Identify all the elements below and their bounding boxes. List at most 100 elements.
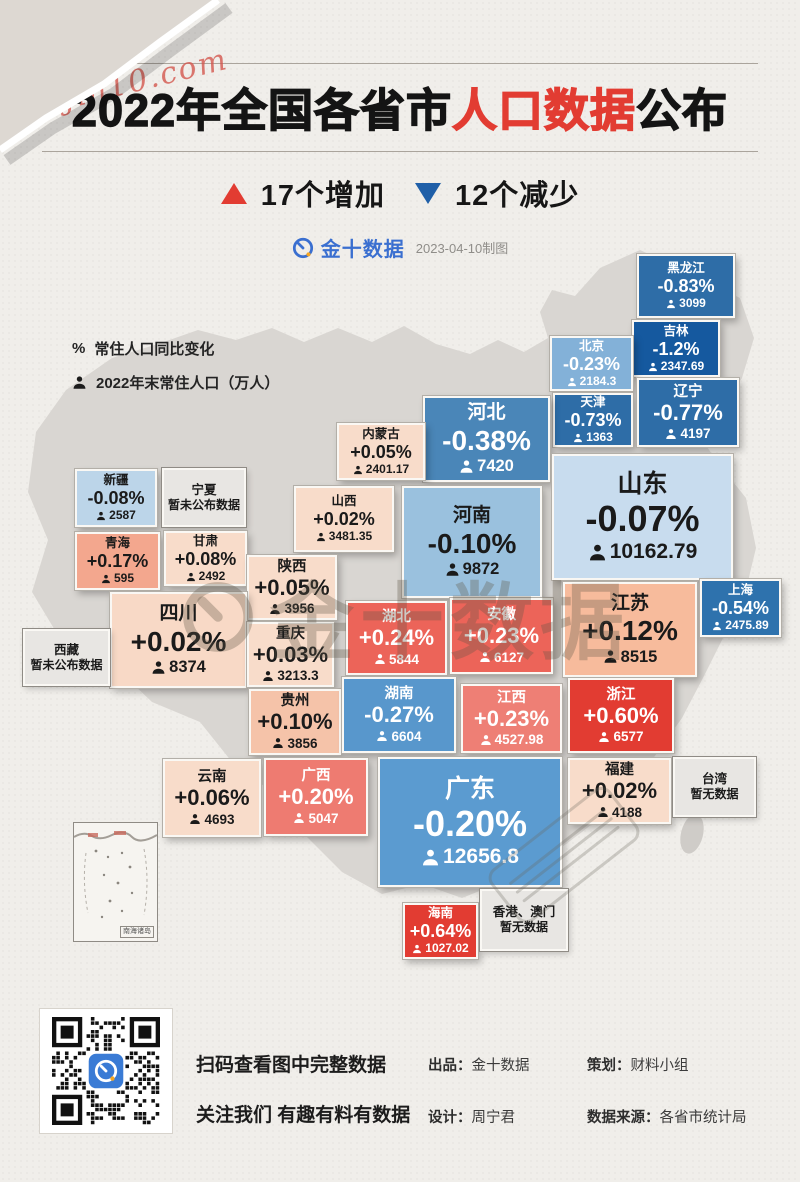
population-value: 12656.8 (443, 845, 519, 869)
province-name: 台湾 (701, 772, 727, 787)
province-box: 四川 +0.02% 8374 (110, 592, 247, 688)
province-name: 甘肃 (192, 533, 218, 548)
population-value: 5047 (308, 810, 339, 826)
province-population: 1363 (573, 430, 613, 444)
person-icon (480, 652, 490, 663)
population-value: 2492 (198, 568, 226, 583)
province-population: 5047 (293, 810, 339, 826)
province-name: 海南 (427, 906, 453, 921)
province-box: 青海 +0.17% 595 (75, 532, 160, 590)
person-icon (713, 621, 722, 631)
legend-increase: 17个增加 (220, 172, 385, 214)
province-change: -0.08% (87, 488, 145, 509)
province-population: 4197 (665, 426, 711, 441)
province-name: 内蒙古 (362, 426, 400, 441)
province-box: 江西 +0.23% 4527.98 (461, 684, 562, 753)
province-box: 香港、澳门 暂无数据 (480, 889, 568, 951)
province-population: 8374 (151, 658, 206, 676)
population-value: 10162.79 (609, 540, 698, 564)
province-box: 广东 -0.20% 12656.8 (378, 757, 562, 887)
province-box: 辽宁 -0.77% 4197 (637, 378, 739, 447)
province-box: 山东 -0.07% 10162.79 (552, 454, 733, 580)
province-note: 暂未公布数据 (167, 497, 240, 512)
legend: 17个增加 12个减少 (0, 172, 800, 214)
province-name: 陕西 (277, 558, 307, 575)
province-name: 贵州 (280, 693, 310, 710)
credit-value: 各省市统计局 (659, 1110, 747, 1126)
person-icon (263, 671, 274, 681)
province-change: -0.07% (585, 498, 700, 540)
credit-datasource: 数据来源：各省市统计局 (587, 1106, 747, 1127)
credit-label: 设计： (428, 1110, 472, 1126)
population-value: 595 (113, 571, 135, 586)
province-name: 河南 (452, 505, 491, 527)
footer-scan-line1: 扫码查看图中完整数据 (196, 1055, 387, 1076)
province-change: -0.27% (364, 702, 434, 728)
province-name: 湖北 (382, 609, 411, 626)
province-box: 宁夏 暂未公布数据 (162, 468, 246, 527)
header-rule-bottom (42, 151, 758, 152)
inset-map-label: 南海诸岛 (120, 926, 154, 938)
province-change: -0.23% (562, 353, 621, 374)
population-value: 4693 (204, 811, 235, 827)
province-name: 四川 (159, 603, 198, 625)
population-value: 3956 (284, 601, 315, 617)
province-name: 河北 (467, 402, 506, 424)
page-title: 2022年全国各省市人口数据公布 (0, 85, 800, 136)
province-box: 北京 -0.23% 2184.3 (550, 336, 633, 391)
province-change: -0.77% (653, 399, 723, 425)
province-population: 2492 (186, 568, 226, 583)
person-icon (589, 544, 605, 561)
province-box: 吉林 -1.2% 2347.69 (632, 320, 720, 377)
province-population: 1027.02 (412, 941, 469, 956)
population-value: 1027.02 (425, 941, 469, 956)
province-name: 西藏 (53, 642, 79, 657)
province-population: 12656.8 (421, 845, 519, 869)
province-change: +0.23% (463, 623, 540, 649)
population-value: 3213.3 (277, 668, 319, 684)
province-box: 重庆 +0.03% 3213.3 (247, 622, 334, 687)
province-population: 3099 (666, 296, 706, 311)
population-value: 4188 (611, 804, 643, 820)
province-population: 9872 (445, 560, 499, 578)
credit-label: 策划： (587, 1058, 631, 1074)
province-box: 贵州 +0.10% 3856 (249, 689, 341, 755)
province-change: +0.64% (409, 921, 472, 942)
province-box: 河南 -0.10% 9872 (402, 486, 542, 598)
population-value: 3099 (679, 296, 706, 311)
province-name: 香港、澳门 (492, 905, 556, 920)
province-change: +0.12% (582, 615, 678, 647)
province-name: 云南 (197, 769, 227, 786)
province-box: 天津 -0.73% 1363 (553, 393, 633, 447)
footer-scan-line2: 关注我们 有趣有料有数据 (196, 1105, 411, 1126)
province-name: 辽宁 (673, 383, 703, 400)
person-icon (666, 429, 677, 439)
province-change: +0.03% (252, 641, 329, 667)
province-box: 湖南 -0.27% 6604 (342, 677, 456, 753)
person-icon (186, 572, 195, 581)
province-change: -1.2% (652, 338, 700, 359)
logo-date: 2023-04-10制图 (415, 241, 509, 256)
person-icon (102, 574, 110, 584)
province-name: 山东 (617, 470, 668, 499)
province-population: 3213.3 (262, 668, 319, 684)
province-change: +0.17% (86, 551, 149, 572)
province-name: 宁夏 (191, 482, 217, 497)
province-change: +0.05% (254, 574, 330, 600)
province-name: 重庆 (276, 625, 305, 642)
province-name: 黑龙江 (667, 261, 705, 276)
province-population: 6577 (598, 729, 644, 744)
province-box: 台湾 暂无数据 (673, 757, 756, 817)
decrease-triangle-icon (415, 182, 441, 204)
province-population: 2184.3 (567, 374, 616, 388)
title-prefix: 2022年全国各省市 (71, 85, 453, 136)
province-population: 2401.17 (353, 462, 409, 476)
province-box: 福建 +0.02% 4188 (568, 758, 671, 824)
map-legend-change-label: 常住人口同比变化 (94, 341, 215, 358)
province-box: 安徽 +0.23% 6127 (450, 598, 553, 674)
province-population: 2475.89 (712, 618, 769, 632)
province-change: +0.06% (174, 785, 250, 811)
province-box: 广西 +0.20% 5047 (264, 758, 368, 836)
credit-value: 财料小组 (630, 1058, 689, 1074)
